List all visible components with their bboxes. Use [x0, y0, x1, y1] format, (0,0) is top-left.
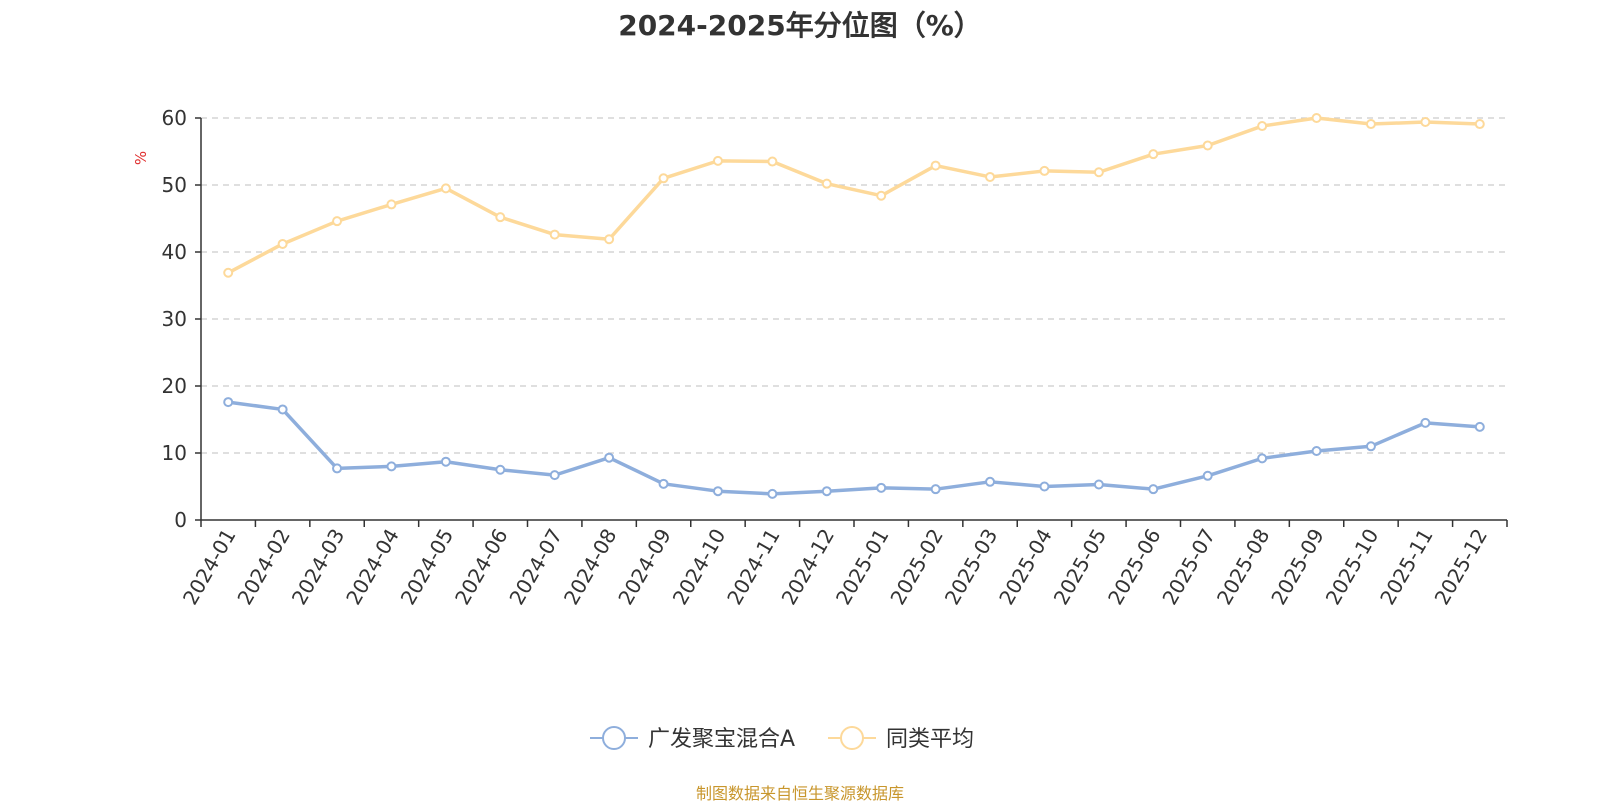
data-point[interactable]	[549, 229, 560, 240]
x-tick-label: 2024-08	[559, 525, 622, 609]
data-point[interactable]	[1474, 421, 1485, 432]
data-point[interactable]	[1039, 165, 1050, 176]
data-point[interactable]	[549, 470, 560, 481]
data-point[interactable]	[1093, 479, 1104, 490]
x-tick-label: 2024-01	[178, 525, 241, 609]
data-point[interactable]	[658, 478, 669, 489]
x-tick-label: 2025-04	[994, 525, 1057, 609]
x-tick-label: 2024-12	[777, 525, 840, 609]
data-point[interactable]	[1474, 119, 1485, 130]
data-point[interactable]	[1420, 417, 1431, 428]
x-tick-label: 2025-08	[1212, 525, 1275, 609]
data-point[interactable]	[223, 267, 234, 278]
y-tick-label: 0	[174, 508, 187, 532]
chart-title: 2024-2025年分位图（%）	[618, 9, 982, 42]
x-tick-label: 2025-09	[1266, 525, 1329, 609]
data-point[interactable]	[386, 461, 397, 472]
data-point[interactable]	[495, 212, 506, 223]
gridlines	[201, 117, 1507, 454]
x-tick-label: 2025-12	[1430, 525, 1493, 609]
data-point[interactable]	[1148, 484, 1159, 495]
data-point[interactable]	[985, 171, 996, 182]
legend-item-1[interactable]: 广发聚宝混合A	[590, 726, 795, 752]
legend-marker-icon	[602, 726, 626, 750]
x-tick-label: 2025-06	[1103, 525, 1166, 609]
data-point[interactable]	[1257, 121, 1268, 132]
x-tick-label: 2024-04	[341, 525, 404, 609]
data-point[interactable]	[277, 404, 288, 415]
data-point[interactable]	[658, 173, 669, 184]
data-point[interactable]	[1148, 149, 1159, 160]
data-point[interactable]	[876, 190, 887, 201]
data-point[interactable]	[332, 463, 343, 474]
data-point[interactable]	[332, 216, 343, 227]
data-point[interactable]	[1311, 445, 1322, 456]
x-tick-label: 2025-05	[1049, 525, 1112, 609]
x-tick-label: 2024-07	[504, 525, 567, 609]
y-tick-label: 60	[162, 106, 187, 130]
y-tick-label: 20	[162, 374, 187, 398]
data-point[interactable]	[1257, 453, 1268, 464]
x-tick-label: 2025-07	[1157, 525, 1220, 609]
data-point[interactable]	[223, 397, 234, 408]
series-line	[227, 400, 1480, 496]
x-tick-label: 2024-05	[396, 525, 459, 609]
y-axis-unit-label: %	[132, 151, 150, 165]
data-point[interactable]	[876, 482, 887, 493]
legend-item-2[interactable]: 同类平均	[828, 726, 974, 752]
y-tick-label: 10	[162, 441, 187, 465]
data-point[interactable]	[821, 178, 832, 189]
data-point[interactable]	[1365, 119, 1376, 130]
data-point[interactable]	[386, 199, 397, 210]
y-tick-label: 50	[162, 173, 187, 197]
y-tick-label: 40	[162, 240, 187, 264]
data-point[interactable]	[930, 484, 941, 495]
data-point[interactable]	[1202, 470, 1213, 481]
data-point[interactable]	[1420, 117, 1431, 128]
data-point[interactable]	[277, 238, 288, 249]
legend-marker-icon	[840, 726, 864, 750]
data-point[interactable]	[821, 486, 832, 497]
data-point[interactable]	[767, 156, 778, 167]
x-tick-label: 2025-03	[940, 525, 1003, 609]
data-point[interactable]	[767, 488, 778, 499]
data-point[interactable]	[1365, 441, 1376, 452]
data-point[interactable]	[930, 160, 941, 171]
data-point[interactable]	[1039, 481, 1050, 492]
series-lines	[223, 113, 1485, 499]
x-tick-label: 2025-10	[1321, 525, 1384, 609]
data-point[interactable]	[440, 183, 451, 194]
y-tick-label: 30	[162, 307, 187, 331]
x-tick-label: 2024-10	[668, 525, 731, 609]
x-tick-label: 2024-11	[722, 525, 785, 609]
legend-label: 广发聚宝混合A	[648, 727, 795, 752]
data-point[interactable]	[495, 464, 506, 475]
data-point[interactable]	[712, 155, 723, 166]
data-point[interactable]	[1311, 113, 1322, 123]
x-tick-label: 2025-01	[831, 525, 894, 609]
x-tick-label: 2024-06	[450, 525, 513, 609]
data-point[interactable]	[712, 486, 723, 497]
legend[interactable]: 广发聚宝混合A 同类平均	[590, 726, 974, 752]
legend-label: 同类平均	[886, 727, 974, 752]
x-tick-label: 2025-11	[1375, 525, 1438, 609]
data-point[interactable]	[440, 456, 451, 467]
data-point[interactable]	[1093, 167, 1104, 178]
series-1	[223, 397, 1485, 499]
x-tick-label: 2024-09	[613, 525, 676, 609]
x-tick-label: 2025-02	[885, 525, 948, 609]
data-point[interactable]	[604, 452, 615, 463]
source-note: 制图数据来自恒生聚源数据库	[695, 784, 904, 803]
x-tick-label: 2024-02	[232, 525, 295, 609]
x-tick-label: 2024-03	[287, 525, 350, 609]
data-point[interactable]	[1202, 140, 1213, 151]
data-point[interactable]	[604, 234, 615, 245]
series-2	[223, 113, 1485, 278]
data-point[interactable]	[985, 476, 996, 487]
series-line	[227, 116, 1480, 275]
